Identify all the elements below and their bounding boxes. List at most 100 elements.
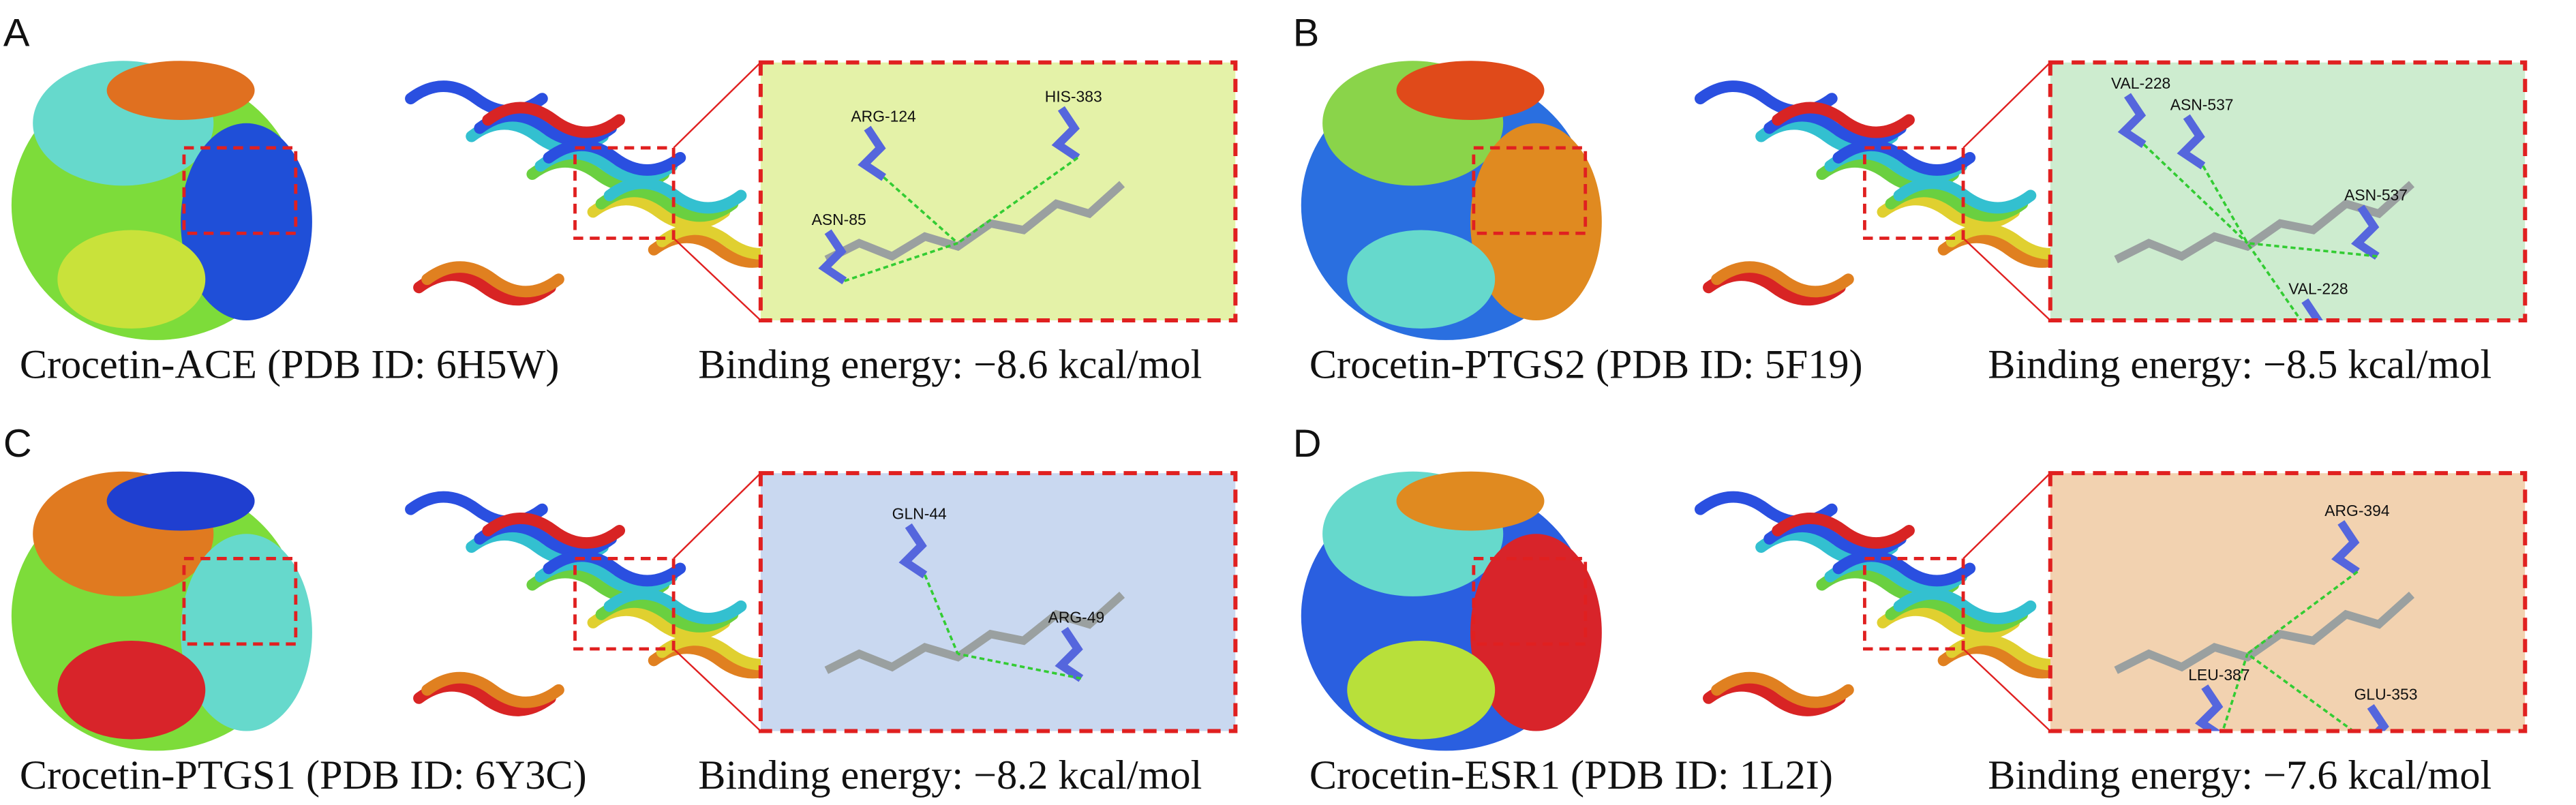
binding-energy: Binding energy: −8.5 kcal/mol xyxy=(1988,341,2491,387)
panel: D ARG-394 LEU-387 GLU-353 Crocetin-ESR1 (PDB… xyxy=(1293,422,2528,798)
zoom-background xyxy=(2050,473,2526,731)
zoom-marker xyxy=(1863,557,1965,651)
residue-stick xyxy=(2367,704,2389,731)
ribbon xyxy=(482,513,626,549)
zoom-line xyxy=(1963,61,2051,149)
zoom-marker xyxy=(573,557,676,651)
hbond xyxy=(2202,165,2249,244)
residue-label: ASN-537 xyxy=(2170,96,2234,114)
ribbon-view xyxy=(405,472,800,732)
residue-stick xyxy=(2177,114,2206,170)
binding-energy: Binding energy: −8.2 kcal/mol xyxy=(698,753,1202,798)
zoom-content xyxy=(2050,473,2526,731)
caption: Crocetin-ACE (PDB ID: 6H5W) xyxy=(20,341,559,387)
binding-energy: Binding energy: −7.6 kcal/mol xyxy=(1988,753,2491,798)
surface xyxy=(57,640,206,740)
residue-label: HIS-383 xyxy=(1045,87,1102,105)
hbond xyxy=(957,652,1082,680)
ribbon-view xyxy=(1694,61,2089,321)
residue-stick xyxy=(818,229,847,285)
hbond xyxy=(2142,143,2249,245)
panel-label: A xyxy=(3,12,30,55)
hbond xyxy=(2246,571,2359,655)
ribbon xyxy=(421,671,564,708)
surface xyxy=(106,471,255,531)
ribbon xyxy=(1772,102,1915,138)
caption: Crocetin-PTGS1 (PDB ID: 6Y3C) xyxy=(20,753,587,798)
panel: C GLN-44 ARG-49 Crocetin-PTGS1 (PDB ID: 6Y3… xyxy=(3,422,1238,798)
residue-label: LEU-387 xyxy=(2188,666,2249,684)
surface-view xyxy=(11,61,312,340)
zoom-frame xyxy=(758,471,1238,733)
surface xyxy=(181,123,312,320)
ribbon xyxy=(421,261,564,298)
ribbon xyxy=(543,140,686,176)
zoom-line xyxy=(673,648,761,732)
zoom-content xyxy=(2050,62,2526,320)
surface-view xyxy=(11,471,312,751)
hbond xyxy=(883,176,959,245)
surface xyxy=(1470,534,1602,731)
ribbon xyxy=(482,102,626,138)
caption: Crocetin-ESR1 (PDB ID: 1L2I) xyxy=(1309,753,1833,798)
panel-label: B xyxy=(1293,12,1320,55)
zoom-line xyxy=(673,61,761,149)
zoom-content xyxy=(760,473,1236,731)
surface xyxy=(106,61,255,120)
residue-stick xyxy=(858,125,886,181)
residue-label: ARG-394 xyxy=(2324,502,2390,519)
ribbon xyxy=(1893,588,2037,624)
surface-view xyxy=(1301,61,1602,340)
ribbon xyxy=(1832,140,1976,176)
ligand xyxy=(824,592,1125,674)
panel: A ARG-124 HIS-383 ASN-85 Crocetin-ACE (PDB I… xyxy=(3,12,1238,387)
zoom-background xyxy=(760,62,1236,320)
zoom-line xyxy=(673,237,761,321)
surface xyxy=(57,230,206,329)
surface xyxy=(1347,640,1496,740)
panel-label: D xyxy=(1293,422,1322,466)
residue-label: ASN-537 xyxy=(2344,186,2408,204)
residue-label: ARG-49 xyxy=(1048,608,1105,626)
zoom-frame xyxy=(758,60,1238,323)
residue-stick xyxy=(2301,298,2323,320)
zoom-marker xyxy=(182,146,298,235)
zoom-frame xyxy=(2048,471,2528,733)
zoom-marker xyxy=(1863,146,1965,240)
residue-label: GLN-44 xyxy=(892,505,947,523)
residue-stick xyxy=(2331,520,2360,575)
residue-stick xyxy=(1051,106,1080,162)
zoom-marker xyxy=(1472,146,1588,235)
zoom-frame xyxy=(2048,60,2528,323)
residue-label: ARG-124 xyxy=(851,107,916,125)
surface xyxy=(1470,123,1602,320)
zoom-marker xyxy=(182,557,298,646)
ribbon xyxy=(603,588,747,624)
hbond xyxy=(2246,652,2356,731)
zoom-background xyxy=(760,473,1236,731)
hbond xyxy=(2221,653,2249,731)
zoom-line xyxy=(1963,648,2051,732)
residue-label: VAL-228 xyxy=(2288,279,2348,297)
surface xyxy=(1396,61,1545,120)
binding-energy: Binding energy: −8.6 kcal/mol xyxy=(698,341,1202,387)
zoom-marker xyxy=(1472,557,1588,646)
residue-stick xyxy=(898,523,928,579)
residue-label: GLU-353 xyxy=(2354,686,2418,703)
ribbon xyxy=(543,550,686,587)
panel: BVAL-228ASN-537ASN-537VAL-228Crocetin-PT… xyxy=(1293,12,2528,387)
hbond xyxy=(924,574,959,654)
residue-label: ASN-85 xyxy=(812,211,866,228)
caption: Crocetin-PTGS2 (PDB ID: 5F19) xyxy=(1309,341,1863,387)
residue-stick xyxy=(2351,204,2380,260)
ribbon xyxy=(603,177,747,214)
zoom-marker xyxy=(573,146,676,240)
ribbon xyxy=(1711,261,1854,298)
residue-stick xyxy=(1055,626,1084,682)
hbond xyxy=(2246,242,2303,320)
panel-label: C xyxy=(3,422,32,466)
surface xyxy=(181,534,312,731)
